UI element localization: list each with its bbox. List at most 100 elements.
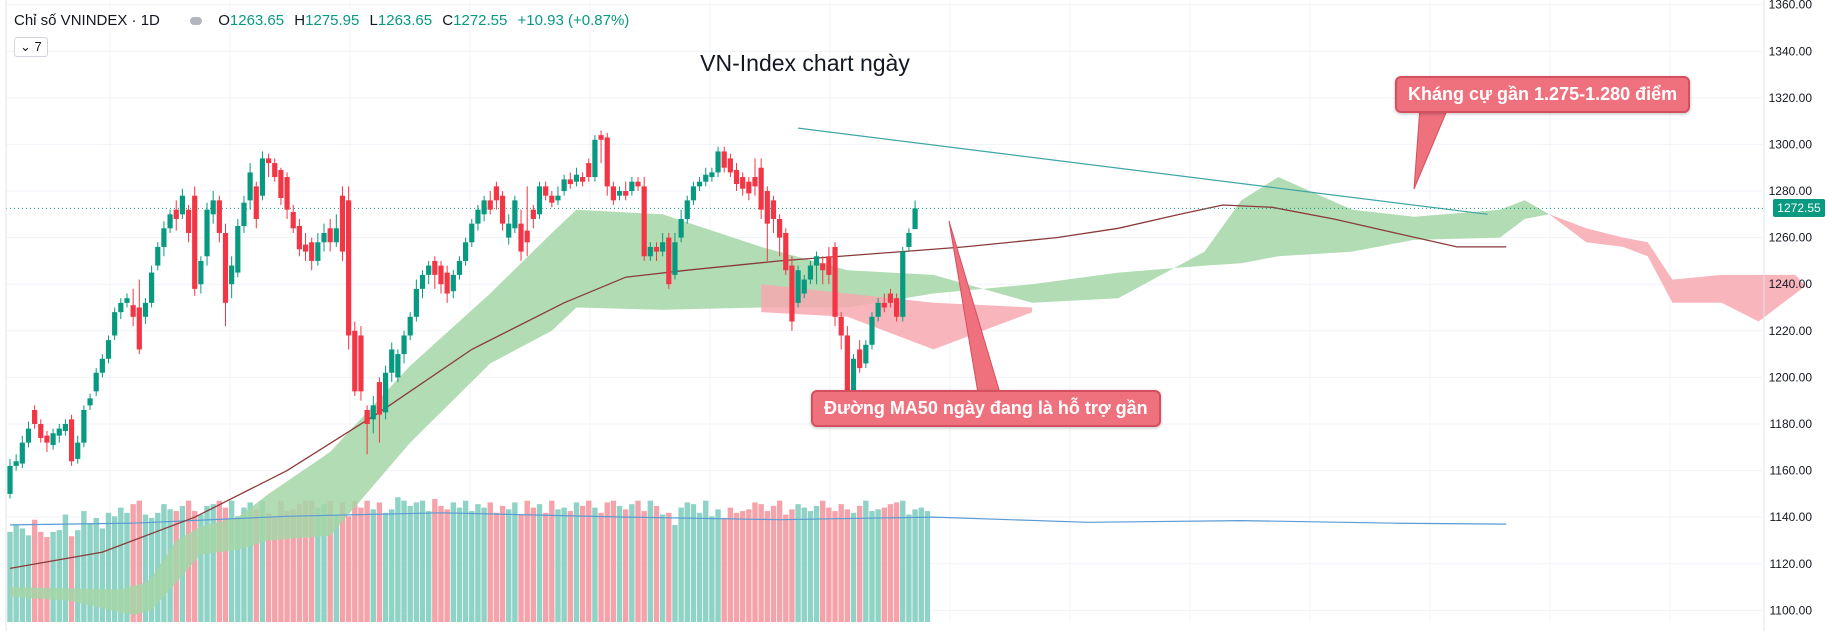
volume-bar [709,516,715,622]
candle-body [56,428,62,436]
volume-bar [235,516,241,622]
volume-bar [216,500,223,622]
volume-bar [75,530,81,622]
volume-bar [228,500,235,622]
volume-bar [481,507,487,622]
y-tick-label: 1140.00 [1770,510,1813,524]
symbol-title[interactable]: Chỉ số VNINDEX · 1D [14,12,160,29]
candle-body [549,195,555,203]
volume-bar [450,502,457,622]
candle-body [770,200,777,219]
volume-bar [68,536,75,622]
volume-bar [444,509,450,622]
candle-body [142,302,149,317]
candle-body [339,195,346,252]
candle-body [105,340,112,359]
volume-ma-line [9,512,1507,526]
volume-bar [512,502,518,622]
resistance-callout-pointer [1413,106,1449,190]
candle-body [438,265,444,285]
candle-body [463,242,469,261]
volume-bar [272,516,278,622]
candle-body [740,177,746,189]
candle-body [259,158,266,196]
volume-bar [678,507,684,622]
y-tick-label: 1260.00 [1769,231,1813,245]
candle-body [62,423,69,431]
y-tick-label: 1120.00 [1770,557,1813,571]
candle-body [7,465,13,494]
volume-bar [586,500,592,622]
candle-body [715,151,721,173]
candle-body [887,293,894,303]
volume-bar [912,509,918,622]
volume-bar [518,514,524,622]
volume-bar [333,514,340,622]
volume-bar [906,514,912,622]
volume-bar [222,507,229,622]
candle-body [352,330,358,392]
candle-body [376,382,383,415]
volume-bar [241,507,247,622]
volume-bar [653,505,660,622]
candle-body [629,181,635,192]
ohlc-low: 1263.65 [377,12,433,29]
candle-body [456,260,463,275]
volume-bar [659,514,666,622]
volume-bar [567,511,573,622]
volume-bar [549,500,555,622]
volume-bar [893,502,900,622]
candle-body [826,256,832,275]
candle-body [124,298,130,303]
volume-bar [666,512,672,622]
candle-body [75,442,81,459]
candle-body [832,246,838,317]
candle-body [610,186,616,201]
volume-bar [413,502,420,622]
volume-bar [524,500,530,622]
candle-body [900,251,906,317]
candle-body [844,335,850,401]
indicators-toggle-button[interactable]: ⌄ 7 [14,37,48,57]
candle-body [586,163,592,178]
volume-bar [746,509,752,622]
volume-bar [358,507,364,622]
candle-body [389,349,395,373]
volume-bar [789,509,795,622]
volume-bar [308,500,315,622]
candle-body [296,225,302,250]
volume-bar [148,518,155,622]
candle-body [161,228,167,247]
candle-body [678,218,684,238]
candle-body [444,272,450,294]
candle-body [426,265,432,275]
volume-bar [136,500,142,622]
volume-bar [832,511,838,622]
candle-body [44,435,50,443]
volume-bar [561,507,567,622]
candle-body [222,232,229,303]
candle-body [432,260,438,275]
candle-body [278,170,284,199]
volume-bar [826,507,832,622]
volume-bar [192,511,198,622]
candle-body [573,174,580,182]
volume-bar [278,500,284,622]
volume-bar [752,502,758,622]
candle-body [863,344,869,364]
candle-body [247,172,253,201]
candle-body [401,335,407,355]
candle-body [99,358,105,373]
volume-bar [395,497,401,622]
volume-bar [105,512,112,622]
support-callout: Đường MA50 ngày đang là hỗ trợ gần [811,390,1161,427]
candle-body [315,242,321,261]
volume-bar [389,509,395,622]
candle-body [543,186,549,196]
volume-bar [924,511,931,622]
volume-bar [579,505,586,622]
ohlc-open-label: O [218,12,230,29]
candle-body [358,335,364,392]
